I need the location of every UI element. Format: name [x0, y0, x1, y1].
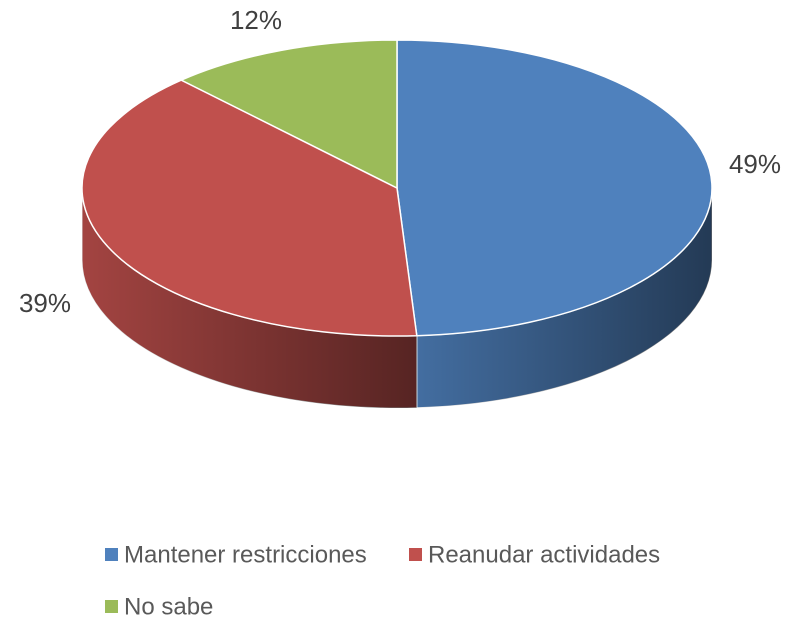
- slice: [179, 39, 398, 190]
- slice: [81, 79, 418, 337]
- legend-swatch: [105, 548, 118, 561]
- legend-swatch: [409, 548, 422, 561]
- legend-label: No sabe: [124, 593, 213, 620]
- slice-side-shade: [416, 188, 713, 408]
- data-label: 49%: [729, 149, 781, 179]
- legend-label: Reanudar actividades: [428, 541, 660, 568]
- legend-label: Mantener restricciones: [124, 541, 367, 568]
- slice-side-shade: [82, 188, 417, 408]
- legend-swatch: [105, 600, 118, 613]
- data-label: 39%: [19, 288, 71, 318]
- slice: [396, 39, 713, 337]
- data-label: 12%: [230, 5, 282, 35]
